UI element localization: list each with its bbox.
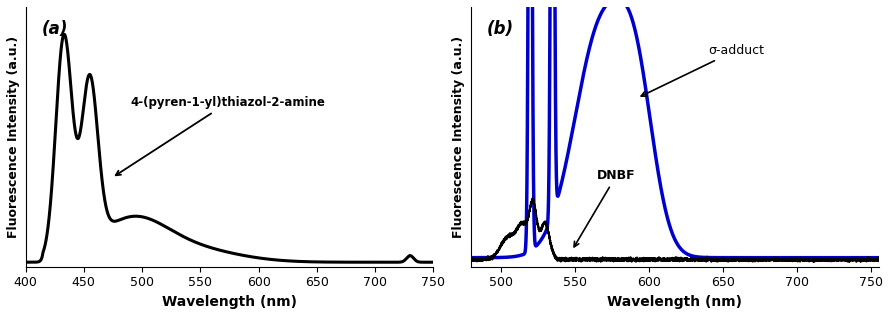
Text: (a): (a) (42, 20, 69, 38)
Y-axis label: Fluorescence Intensity (a.u.): Fluorescence Intensity (a.u.) (7, 36, 20, 238)
Text: (b): (b) (487, 20, 515, 38)
Text: σ-adduct: σ-adduct (641, 44, 764, 96)
Y-axis label: Fluorescence Intensity (a.u.): Fluorescence Intensity (a.u.) (452, 36, 466, 238)
X-axis label: Wavelength (nm): Wavelength (nm) (607, 295, 742, 309)
Text: DNBF: DNBF (574, 169, 636, 247)
Text: 4-(pyren-1-yl)thiazol-2-amine: 4-(pyren-1-yl)thiazol-2-amine (116, 96, 326, 175)
X-axis label: Wavelength (nm): Wavelength (nm) (162, 295, 297, 309)
